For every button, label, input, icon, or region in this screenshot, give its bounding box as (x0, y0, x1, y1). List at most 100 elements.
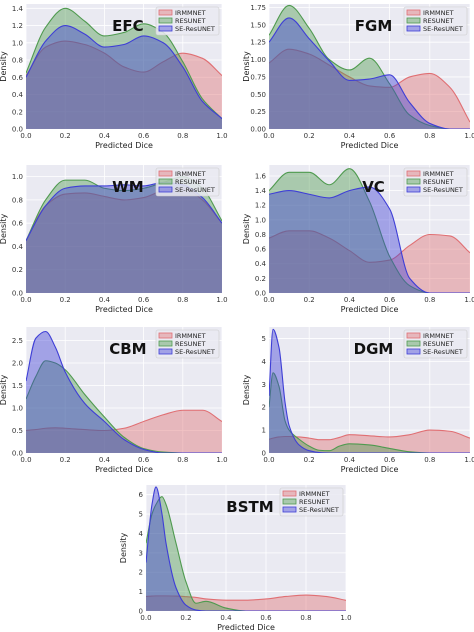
x-tick-label: 0.8 (177, 456, 188, 464)
x-tick-label: 1.0 (464, 296, 474, 304)
y-tick-label: 0.0 (255, 290, 266, 298)
density-fill-se-resunet (269, 329, 470, 453)
x-tick-label: 0.8 (177, 296, 188, 304)
y-tick-label: 0.4 (255, 260, 267, 268)
density-line-resunet (269, 4, 470, 129)
legend-label-irmmnet: IRMMNET (423, 9, 454, 17)
legend-swatch-irmmnet (406, 170, 421, 177)
x-axis-label: Predicted Dice (341, 465, 399, 474)
y-tick-label: 1.2 (12, 22, 23, 30)
legend-swatch-se-resunet (406, 186, 421, 193)
x-tick-label: 0.4 (344, 132, 356, 140)
x-tick-label: 0.4 (344, 456, 356, 464)
y-axis-label: Density (119, 533, 128, 564)
legend-swatch-resunet (406, 17, 421, 24)
density-areas (269, 168, 470, 293)
legend-label-irmmnet: IRMMNET (175, 332, 206, 340)
density-fill-se-resunet (146, 486, 346, 611)
density-fill-irmmnet (26, 410, 222, 453)
legend-swatch-resunet (158, 340, 173, 347)
legend-swatch-se-resunet (158, 25, 173, 32)
legend-swatch-resunet (406, 178, 421, 185)
y-tick-label: 1 (139, 588, 143, 596)
x-tick-label: 0.2 (304, 132, 315, 140)
x-tick-label: 0.6 (384, 132, 396, 140)
x-tick-label: 0.2 (60, 132, 71, 140)
x-tick-label: 1.0 (216, 296, 227, 304)
density-areas (26, 330, 222, 453)
legend-swatch-se-resunet (406, 25, 421, 32)
y-tick-label: 1.4 (12, 5, 24, 13)
legend-swatch-resunet (158, 178, 173, 185)
x-axis-label: Predicted Dice (95, 465, 153, 474)
density-fill-irmmnet (26, 41, 222, 129)
y-tick-label: 2.0 (12, 360, 23, 368)
density-line-irmmnet (269, 230, 470, 263)
density-fill-resunet (269, 372, 470, 453)
density-line-se-resunet (269, 328, 470, 453)
y-tick-label: 0.8 (255, 231, 266, 239)
legend-label-irmmnet: IRMMNET (175, 9, 206, 17)
legend-label-resunet: RESUNET (423, 17, 453, 25)
x-tick-label: 0.6 (138, 456, 150, 464)
y-tick-label: 1.5 (12, 382, 23, 390)
density-areas (269, 4, 470, 129)
y-tick-label: 1.0 (12, 173, 23, 181)
legend-label-irmmnet: IRMMNET (175, 170, 206, 178)
x-tick-label: 1.0 (340, 614, 351, 622)
legend-label-irmmnet: IRMMNET (299, 490, 330, 498)
x-axis-label: Predicted Dice (95, 141, 153, 150)
x-tick-label: 1.0 (216, 456, 227, 464)
legend-label-irmmnet: IRMMNET (423, 332, 454, 340)
legend-label-irmmnet: IRMMNET (423, 170, 454, 178)
panel-cbm: 0.0 0.2 0.4 0.6 0.8 1.0 0.0 0.5 1.0 1.5 2.0 2.5 Pred… (0, 327, 228, 474)
y-tick-label: 0.0 (12, 290, 23, 298)
density-line-irmmnet (26, 409, 222, 432)
panel-dgm: 0.0 0.2 0.4 0.6 0.8 1.0 0 1 2 3 4 5 Predicted Dice De… (242, 327, 474, 474)
legend-swatch-resunet (406, 340, 421, 347)
panel-vc: 0.0 0.2 0.4 0.6 0.8 1.0 0.0 0.2 0.4 0.6 0.8 1.0 1.2 1… (242, 165, 474, 314)
x-tick-label: 0.8 (300, 614, 311, 622)
legend-label-se-resunet: SE-ResUNET (175, 186, 215, 194)
legend-label-resunet: RESUNET (175, 17, 205, 25)
y-tick-label: 2.5 (12, 337, 23, 345)
y-tick-label: 1 (262, 427, 266, 435)
y-tick-label: 1.25 (250, 39, 266, 47)
y-tick-label: 1.6 (255, 172, 267, 180)
x-tick-label: 0.8 (424, 456, 435, 464)
x-axis-label: Predicted Dice (95, 305, 153, 314)
density-areas (26, 176, 222, 293)
density-fill-irmmnet (269, 230, 470, 293)
legend-swatch-irmmnet (158, 332, 173, 339)
y-tick-label: 0.2 (12, 266, 23, 274)
legend-label-resunet: RESUNET (423, 178, 453, 186)
density-fill-se-resunet (26, 25, 222, 129)
legend-swatch-irmmnet (406, 332, 421, 339)
y-tick-label: 0 (262, 450, 266, 458)
density-fill-resunet (269, 5, 470, 129)
panel-title: CBM (109, 340, 146, 358)
x-tick-label: 0.2 (180, 614, 191, 622)
legend-swatch-irmmnet (406, 9, 421, 16)
y-tick-label: 0.2 (255, 275, 266, 283)
x-tick-label: 0.2 (304, 296, 315, 304)
density-fill-resunet (26, 8, 222, 129)
x-tick-label: 1.0 (216, 132, 227, 140)
legend-swatch-se-resunet (158, 348, 173, 355)
y-tick-label: 5 (262, 335, 266, 343)
density-line-irmmnet (146, 594, 346, 601)
panel-title: VC (362, 178, 385, 196)
panel-bstm: 0.0 0.2 0.4 0.6 0.8 1.0 0 1 2 3 4 5 6 Predicted Dice D… (119, 485, 352, 632)
y-tick-label: 1.75 (250, 4, 266, 12)
x-tick-label: 0.4 (99, 296, 111, 304)
y-tick-label: 1.0 (12, 39, 23, 47)
density-areas (269, 328, 470, 453)
x-tick-label: 0.4 (220, 614, 232, 622)
y-tick-label: 0.6 (12, 74, 24, 82)
y-tick-label: 1.00 (250, 56, 266, 64)
